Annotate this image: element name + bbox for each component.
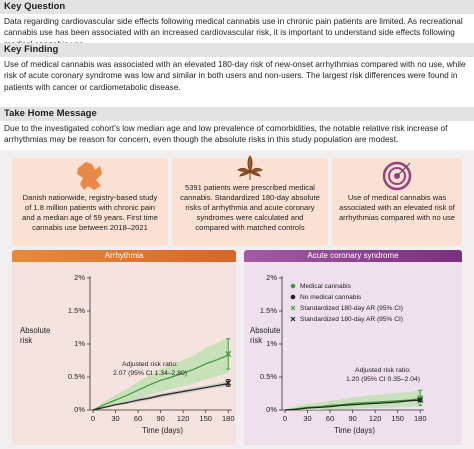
y-tick-label: 1.5% xyxy=(68,306,85,315)
x-tick-label: 0 xyxy=(91,414,95,423)
x-tick-label: 90 xyxy=(348,414,356,423)
x-tick-label: 90 xyxy=(156,414,164,423)
y-tick-label: 1% xyxy=(74,339,85,348)
x-axis-label: Time (days) xyxy=(334,426,375,435)
x-tick-label: 60 xyxy=(134,414,142,423)
legend-label: Standardized 180-day AR (95% CI) xyxy=(300,305,403,312)
map-icon xyxy=(77,162,102,190)
leaf-icon xyxy=(236,155,264,180)
standardized-marker xyxy=(417,397,424,404)
y-tick-label: 0% xyxy=(266,405,277,414)
ci-band xyxy=(93,337,229,410)
x-tick-label: 180 xyxy=(222,414,235,423)
y-axis-label: Absolute risk xyxy=(20,326,51,345)
y-tick-label: 1.5% xyxy=(260,306,277,315)
x-tick-label: 150 xyxy=(199,414,212,423)
y-tick-label: 0.5% xyxy=(68,372,85,381)
y-tick-label: 2% xyxy=(266,273,277,282)
y-tick-label: 2% xyxy=(74,273,85,282)
x-tick-label: 30 xyxy=(111,414,119,423)
legend-marker xyxy=(290,316,296,322)
section-text: Use of medical cannabis was associated w… xyxy=(4,59,466,92)
line xyxy=(284,398,421,411)
section-header: Key Question xyxy=(0,0,474,14)
section-header: Key Finding xyxy=(0,43,474,57)
x-tick-label: 120 xyxy=(369,414,382,423)
legend-label: No medical cannabis xyxy=(300,294,362,301)
chart-title: Acute coronary syndrome xyxy=(244,250,462,262)
annotation: 2.07 (95% CI 1.34–2.80) xyxy=(113,370,187,377)
annotation: 1.20 (95% CI 0.35–2.04) xyxy=(346,376,420,383)
section-text: Due to the investigated cohort's low med… xyxy=(4,123,448,145)
y-tick-label: 1% xyxy=(266,339,277,348)
legend-label: Standardized 180-day AR (95% CI) xyxy=(300,316,403,323)
y-axis-label: Absolute risk xyxy=(250,326,281,345)
ci-band xyxy=(285,390,421,410)
legend-label: Medical cannabis xyxy=(300,283,352,290)
legend-marker xyxy=(290,294,296,300)
x-tick-label: 60 xyxy=(326,414,334,423)
chart-panel xyxy=(244,262,462,445)
x-tick-label: 30 xyxy=(303,414,311,423)
y-tick-label: 0.5% xyxy=(260,372,277,381)
line xyxy=(284,399,421,411)
y-tick-label: 0% xyxy=(74,405,85,414)
section-header: Take Home Message xyxy=(0,107,474,121)
x-tick-label: 120 xyxy=(177,414,190,423)
line xyxy=(92,383,229,411)
x-axis-label: Time (days) xyxy=(142,426,183,435)
x-tick-label: 180 xyxy=(414,414,427,423)
annotation: Adjusted risk ratio: xyxy=(355,367,411,374)
x-tick-label: 150 xyxy=(391,414,404,423)
legend-marker xyxy=(290,305,296,311)
line xyxy=(92,354,229,411)
box-text: Danish nationwide, registry-based study … xyxy=(22,193,158,232)
box-text: Use of medical cannabis was associated w… xyxy=(338,193,456,222)
box-text: 5391 patients were prescribed medical ca… xyxy=(180,183,320,232)
x-tick-label: 0 xyxy=(283,414,287,423)
standardized-marker xyxy=(225,379,232,386)
info-box xyxy=(332,158,462,246)
target-icon xyxy=(382,161,412,191)
legend-marker xyxy=(290,283,296,289)
chart-title: Arrhythmia xyxy=(12,250,236,262)
standardized-marker xyxy=(225,350,232,357)
annotation: Adjusted risk ratio: xyxy=(122,361,178,368)
